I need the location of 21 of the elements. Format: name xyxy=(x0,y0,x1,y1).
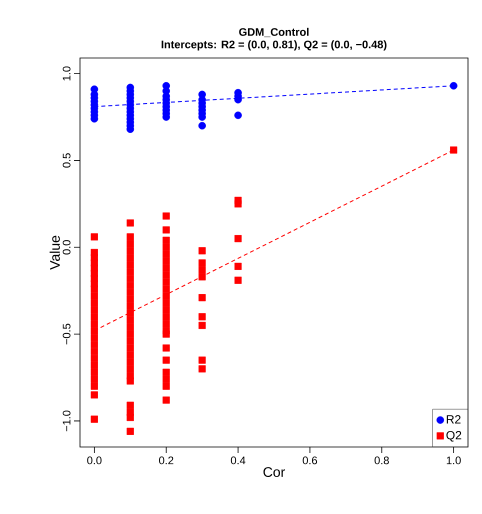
y-axis-title: Value xyxy=(50,236,60,270)
x-tick-label: 0.2 xyxy=(159,456,174,464)
y-tick-label: 0.0 xyxy=(62,240,70,254)
point xyxy=(198,90,206,98)
x-tick-label: 0.4 xyxy=(230,456,246,464)
x-axis-title: Cor xyxy=(263,467,286,477)
y-tick-label: 1.0 xyxy=(62,66,70,80)
x-tick-label: 0.6 xyxy=(302,456,318,464)
y-tick-label: −1.0 xyxy=(62,410,70,432)
point xyxy=(234,112,242,120)
y-tick-label: −0.5 xyxy=(62,324,70,344)
point xyxy=(450,82,458,90)
x-tick-label: 0.8 xyxy=(374,456,389,464)
point xyxy=(198,122,206,130)
y-tick-label: 0.5 xyxy=(62,153,70,168)
chart-subtitle: Intercepts: R2 = (0.0, 0.81), Q2 = (0.0, −0.48) xyxy=(162,40,386,50)
x-tick-label: 1.0 xyxy=(446,456,461,464)
chart-title: GDM_Control xyxy=(239,28,309,38)
x-tick-label: 0.0 xyxy=(87,456,102,464)
legend-label: Q2 xyxy=(446,430,462,442)
legend-label: R2 xyxy=(446,415,461,424)
